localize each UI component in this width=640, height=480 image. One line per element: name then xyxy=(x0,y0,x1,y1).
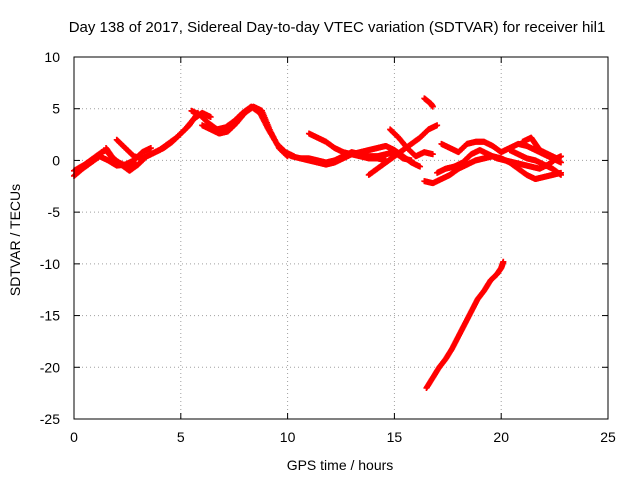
y-tick-label: 5 xyxy=(52,101,60,117)
data-point xyxy=(417,163,424,170)
x-tick-label: 5 xyxy=(177,429,185,445)
y-tick-label: -25 xyxy=(40,411,60,427)
y-tick-label: 10 xyxy=(44,49,60,65)
y-tick-label: -20 xyxy=(40,359,60,375)
series-arc-17 xyxy=(519,134,560,162)
y-tick-label: -5 xyxy=(48,204,61,220)
x-tick-label: 25 xyxy=(600,429,616,445)
y-tick-label: -10 xyxy=(40,256,60,272)
x-tick-label: 20 xyxy=(493,429,509,445)
data-point xyxy=(147,145,154,152)
tick-labels: 0 5 10 15 20 25 -25 -20 -15 -10 -5 0 5 10 xyxy=(40,49,616,445)
plot-frame xyxy=(73,56,609,420)
y-tick-label: 0 xyxy=(52,152,60,168)
x-tick-label: 0 xyxy=(70,429,78,445)
axis-ticks xyxy=(73,56,609,420)
y-axis-label: SDTVAR / TECUs xyxy=(7,184,23,296)
series-arc-18 xyxy=(423,258,507,391)
series-arc-9 xyxy=(305,130,389,164)
data-point xyxy=(429,151,436,158)
x-tick-label: 10 xyxy=(280,429,296,445)
data-point xyxy=(429,103,436,110)
data-point xyxy=(558,171,565,178)
series-arc-16 xyxy=(506,147,565,178)
series-arc-12 xyxy=(421,95,436,110)
x-axis-label: GPS time / hours xyxy=(287,457,394,473)
data-point xyxy=(500,258,507,265)
data-points xyxy=(71,95,565,391)
x-tick-label: 15 xyxy=(387,429,403,445)
data-point xyxy=(558,153,565,160)
data-point xyxy=(558,159,565,166)
data-point xyxy=(434,122,441,129)
chart-title: Day 138 of 2017, Sidereal Day-to-day VTE… xyxy=(69,19,606,36)
data-point xyxy=(553,155,560,162)
y-tick-label: -15 xyxy=(40,308,60,324)
series-arc-11 xyxy=(387,126,436,160)
series-arc-6 xyxy=(199,103,291,160)
data-point xyxy=(207,113,214,120)
grid-lines xyxy=(74,57,608,419)
